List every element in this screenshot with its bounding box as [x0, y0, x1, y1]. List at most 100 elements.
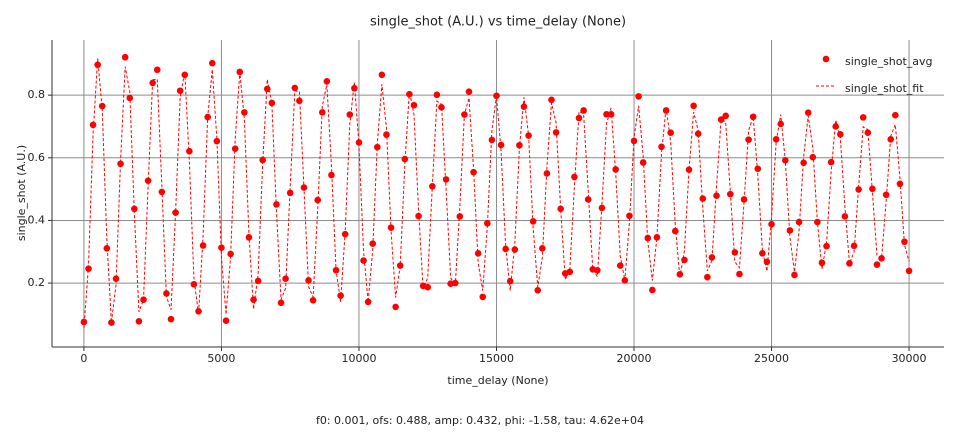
data-point — [557, 205, 564, 213]
data-point — [204, 113, 211, 121]
data-point — [195, 307, 202, 315]
data-point — [896, 180, 904, 188]
data-point — [864, 129, 872, 137]
data-point — [433, 91, 441, 99]
x-tick-label: 0 — [80, 352, 87, 365]
data-point — [552, 129, 560, 136]
data-point — [506, 277, 514, 285]
data-point — [190, 281, 198, 288]
data-point — [694, 130, 702, 137]
data-point — [827, 158, 835, 166]
legend: single_shot_avg single_shot_fit — [816, 55, 933, 95]
data-point — [708, 254, 716, 261]
data-point — [740, 196, 748, 203]
data-point — [254, 277, 262, 285]
x-tick-label: 30000 — [892, 352, 927, 365]
data-point — [859, 114, 867, 121]
data-point — [635, 93, 642, 100]
data-point — [451, 279, 459, 287]
y-tick-label: 0.4 — [28, 213, 46, 226]
data-point — [850, 242, 858, 250]
data-point — [649, 286, 656, 294]
data-point — [199, 242, 207, 249]
y-tick-label: 0.2 — [28, 276, 46, 289]
data-point — [172, 209, 179, 216]
data-point — [699, 195, 707, 202]
data-point — [621, 276, 629, 284]
data-point — [300, 184, 308, 191]
data-point — [341, 230, 349, 238]
data-point — [639, 159, 647, 166]
data-point — [268, 99, 276, 107]
data-point — [901, 238, 908, 246]
data-point — [616, 262, 624, 269]
data-point — [905, 267, 913, 275]
data-point — [484, 219, 491, 227]
data-point — [140, 296, 147, 303]
data-point — [731, 249, 739, 256]
data-point — [502, 245, 509, 253]
data-point — [456, 213, 464, 220]
data-point — [323, 78, 331, 85]
data-point — [378, 71, 386, 79]
data-point — [846, 260, 853, 267]
data-point — [488, 136, 496, 144]
data-point — [126, 94, 134, 102]
data-point — [245, 234, 253, 241]
data-point — [882, 191, 890, 199]
data-point — [442, 176, 450, 183]
legend-label: single_shot_avg — [845, 55, 933, 68]
data-point — [108, 319, 115, 326]
data-point — [713, 192, 720, 199]
data-point — [176, 87, 184, 95]
data-point — [814, 218, 821, 226]
y-axis-label: single_shot (A.U.) — [15, 145, 28, 241]
data-point — [117, 160, 124, 168]
data-point — [158, 188, 166, 196]
x-axis-label: time_delay (None) — [447, 374, 548, 387]
data-point — [410, 101, 418, 109]
data-point — [603, 110, 610, 118]
x-tick-label: 5000 — [207, 352, 235, 365]
data-point — [681, 256, 688, 264]
data-point — [869, 185, 876, 193]
data-point — [722, 112, 729, 120]
data-point — [749, 113, 757, 121]
x-tick-label: 15000 — [479, 352, 514, 365]
data-point — [594, 266, 601, 274]
data-point — [704, 273, 711, 281]
data-point — [580, 107, 587, 114]
data-point — [653, 234, 661, 241]
data-point — [878, 255, 885, 262]
data-point — [89, 121, 97, 129]
x-tick-label: 25000 — [754, 352, 789, 365]
data-point — [575, 114, 583, 122]
legend-label: single_shot_fit — [845, 82, 924, 95]
data-point — [571, 173, 578, 181]
data-point — [374, 143, 381, 151]
data-point — [534, 286, 542, 294]
data-point — [584, 196, 592, 203]
data-point — [630, 137, 638, 145]
data-point — [429, 182, 436, 190]
data-point — [497, 141, 505, 149]
data-point — [658, 143, 665, 151]
data-point — [121, 53, 129, 61]
data-point — [520, 103, 528, 111]
y-tick-label: 0.6 — [28, 151, 46, 164]
data-point — [103, 245, 111, 252]
data-point — [309, 297, 317, 304]
data-point — [231, 145, 239, 153]
data-point — [153, 66, 161, 74]
data-point — [474, 250, 482, 257]
data-point — [461, 111, 468, 118]
data-point — [396, 262, 404, 269]
data-point — [612, 166, 619, 173]
data-point — [493, 92, 500, 100]
data-point — [892, 111, 899, 119]
data-point — [167, 315, 175, 323]
data-point — [401, 155, 409, 163]
data-point — [208, 59, 216, 67]
data-point — [213, 137, 221, 145]
data-point — [818, 259, 826, 267]
